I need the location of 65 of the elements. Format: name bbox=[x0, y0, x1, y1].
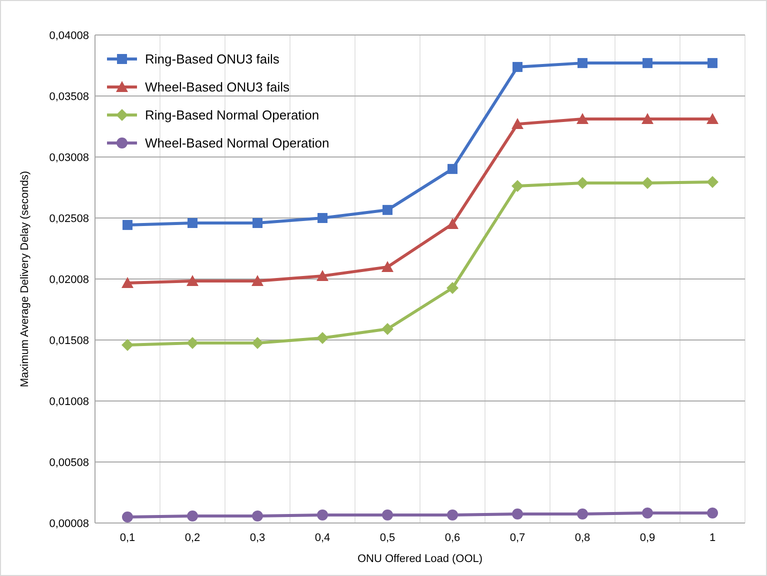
x-tick-label: 0,3 bbox=[250, 532, 266, 544]
point bbox=[708, 58, 718, 68]
point bbox=[642, 58, 652, 68]
point bbox=[188, 218, 198, 228]
point bbox=[447, 509, 458, 520]
point bbox=[186, 274, 198, 286]
point bbox=[642, 113, 654, 124]
point bbox=[578, 58, 588, 68]
legend-label: Ring-Based Normal Operation bbox=[145, 108, 320, 123]
legend-label: Ring-Based ONU3 fails bbox=[145, 52, 280, 67]
point bbox=[448, 164, 458, 174]
x-tick-label: 0,4 bbox=[314, 532, 330, 544]
point bbox=[512, 118, 524, 130]
x-tick-label: 0,7 bbox=[510, 532, 526, 544]
point bbox=[642, 507, 653, 518]
y-tick-label: 0,00508 bbox=[49, 456, 89, 469]
point bbox=[382, 261, 394, 272]
point bbox=[186, 337, 198, 350]
y-tick-label: 0,02008 bbox=[49, 274, 89, 286]
y-tick-label: 0,03508 bbox=[49, 90, 89, 103]
point bbox=[316, 332, 328, 344]
point bbox=[512, 62, 522, 72]
point bbox=[122, 277, 134, 288]
point bbox=[706, 113, 718, 124]
point bbox=[642, 176, 654, 189]
point bbox=[512, 180, 524, 192]
point bbox=[122, 512, 133, 523]
x-tick-label: 0,1 bbox=[120, 532, 136, 544]
point bbox=[382, 323, 394, 336]
x-tick-label: 1 bbox=[709, 532, 716, 544]
point bbox=[576, 113, 588, 124]
y-tick-label: 0,01008 bbox=[49, 396, 89, 408]
point bbox=[512, 508, 523, 520]
point bbox=[317, 509, 328, 520]
x-tick-label: 0,5 bbox=[380, 532, 396, 544]
legend-label: Wheel-Based Normal Operation bbox=[145, 136, 330, 151]
point bbox=[382, 204, 392, 215]
legend-label: Wheel-Based ONU3 fails bbox=[145, 80, 290, 95]
point bbox=[252, 274, 264, 286]
point bbox=[252, 337, 264, 350]
point bbox=[187, 510, 198, 522]
point bbox=[446, 282, 458, 294]
point bbox=[577, 508, 588, 520]
y-axis-title: Maximum Average Delivery Delay (seconds) bbox=[19, 170, 31, 388]
x-tick-label: 0,6 bbox=[444, 532, 460, 544]
y-tick-label: 0,01508 bbox=[49, 334, 89, 347]
y-tick-label: 0,00008 bbox=[49, 518, 89, 530]
point bbox=[707, 507, 718, 518]
point bbox=[122, 220, 132, 230]
x-tick-label: 0,8 bbox=[574, 532, 590, 544]
x-tick-label: 0,9 bbox=[640, 532, 656, 544]
y-tick-label: 0,02508 bbox=[49, 212, 89, 225]
point bbox=[382, 509, 393, 520]
point bbox=[576, 176, 588, 189]
y-tick-label: 0,04008 bbox=[49, 30, 89, 42]
point bbox=[122, 339, 134, 351]
point bbox=[318, 213, 328, 223]
point bbox=[446, 218, 458, 229]
x-axis-title: ONU Offered Load (OOL) bbox=[357, 553, 483, 565]
point bbox=[252, 510, 263, 522]
point bbox=[252, 218, 262, 228]
point bbox=[316, 270, 328, 281]
y-tick-label: 0,03008 bbox=[49, 152, 89, 164]
x-tick-label: 0,2 bbox=[184, 532, 200, 544]
point bbox=[706, 176, 718, 188]
